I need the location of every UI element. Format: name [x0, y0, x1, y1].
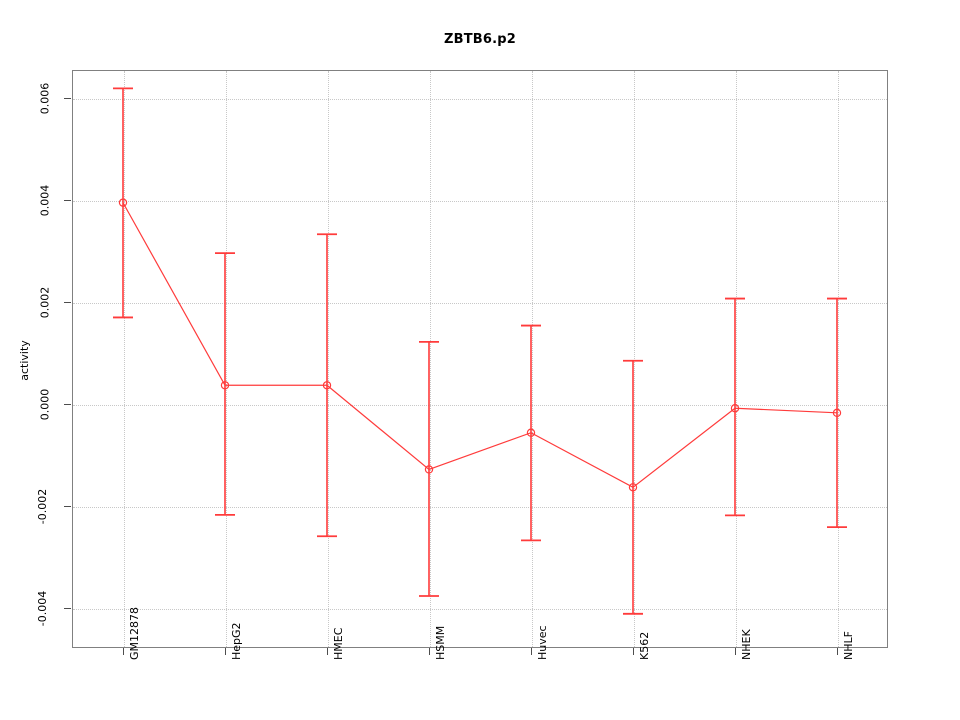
x-axis-tick	[429, 648, 430, 655]
x-axis-tick-label-text: HSMM	[434, 625, 447, 660]
error-bar	[521, 324, 541, 542]
x-axis-tick	[123, 648, 124, 655]
x-axis-tick	[735, 648, 736, 655]
y-axis-tick	[64, 200, 71, 202]
data-point-marker	[832, 408, 842, 418]
y-axis-tick-label: -0.004	[0, 590, 60, 625]
y-axis-tick-label: 0.002	[0, 286, 60, 318]
y-axis-tick	[64, 302, 71, 304]
x-axis-tick-label-text: HMEC	[332, 627, 345, 660]
y-axis-tick-label: 0.004	[0, 184, 60, 216]
chart-title: ZBTB6.p2	[443, 32, 517, 47]
x-axis-tick-label: Huvec	[536, 625, 571, 673]
x-axis-tick	[225, 648, 226, 655]
x-axis-tick	[837, 648, 838, 655]
data-point-marker	[424, 465, 434, 474]
data-point-marker	[220, 381, 230, 390]
x-axis-tick-label: GM12878	[128, 607, 181, 673]
y-axis-tick-label-text: 0.006	[37, 82, 51, 114]
data-point-marker	[526, 428, 536, 437]
x-axis-tick-label-text: Huvec	[536, 625, 549, 660]
data-point-marker	[118, 198, 128, 207]
error-bar	[827, 297, 847, 528]
x-axis-tick-label: NHEK	[740, 629, 771, 673]
data-point-marker	[628, 483, 638, 492]
x-axis-tick	[531, 648, 532, 655]
x-axis-tick	[327, 648, 328, 655]
y-axis-tick	[64, 608, 71, 610]
error-bar	[725, 297, 745, 517]
x-axis-tick-label: HepG2	[230, 622, 268, 673]
y-axis-tick-label-text: -0.004	[35, 590, 49, 626]
x-axis-tick-label-text: NHEK	[740, 629, 753, 660]
x-axis-tick-label-text: HepG2	[230, 622, 243, 660]
y-axis-tick	[64, 98, 71, 100]
x-axis-tick-label: NHLF	[842, 631, 871, 673]
y-axis-tick-label-text: 0.004	[37, 184, 51, 216]
error-bar	[113, 87, 133, 319]
x-axis-tick-label-text: K562	[638, 631, 651, 660]
y-axis-tick-label: 0.006	[0, 82, 60, 114]
data-point-marker	[322, 381, 332, 390]
x-axis-tick-label: HSMM	[434, 626, 468, 673]
y-axis-tick	[64, 404, 71, 406]
error-bar	[623, 359, 643, 615]
x-axis-tick	[633, 648, 634, 655]
y-axis-tick-label-text: 0.000	[37, 388, 51, 420]
y-axis-tick-label-text: -0.002	[35, 488, 49, 524]
x-axis-tick-label-text: NHLF	[842, 631, 855, 660]
error-bar	[419, 341, 439, 597]
x-axis-tick-label: K562	[638, 632, 666, 673]
series-line	[122, 202, 838, 489]
x-axis-tick-label-text: GM12878	[128, 606, 141, 660]
error-bar	[317, 233, 337, 538]
y-axis-tick	[64, 506, 71, 508]
y-axis-tick-label-text: 0.002	[37, 286, 51, 318]
data-point-marker	[730, 404, 740, 413]
x-axis-tick-label: HMEC	[332, 628, 364, 673]
error-bar	[215, 252, 235, 516]
y-axis-tick-label: 0.000	[0, 388, 60, 420]
y-axis-tick-label: -0.002	[0, 488, 60, 523]
